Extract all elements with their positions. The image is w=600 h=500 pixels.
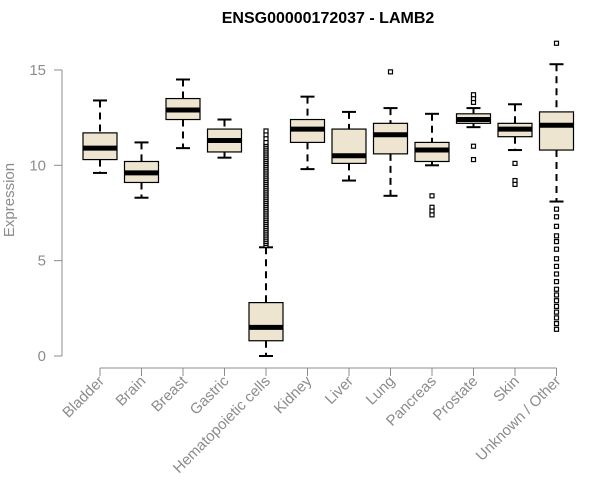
outlier-point: [553, 256, 560, 262]
y-tick-label: 15: [29, 62, 46, 79]
outlier-point: [553, 223, 560, 229]
outlier-point: [553, 303, 560, 310]
outlier-point: [470, 156, 477, 163]
outlier-point: [553, 292, 560, 298]
outlier-point: [429, 212, 435, 218]
y-axis-label: Expression: [1, 163, 18, 237]
outlier-point: [553, 233, 560, 239]
outlier-point: [553, 263, 560, 269]
box-iqr: [372, 122, 409, 155]
box-group: [289, 95, 326, 171]
outlier-point: [512, 181, 518, 187]
outlier-point: [553, 214, 560, 220]
box-iqr: [248, 302, 284, 342]
box-group: [331, 110, 367, 182]
outlier-point: [429, 193, 435, 199]
y-tick-label: 0: [38, 348, 46, 365]
y-tick-label: 10: [29, 157, 46, 174]
x-tick-label: Liver: [322, 373, 357, 408]
y-tick-label: 5: [38, 253, 46, 270]
outlier-point: [553, 246, 560, 252]
chart-title: ENSG00000172037 - LAMB2: [222, 10, 435, 27]
x-tick-label: Brain: [113, 373, 150, 410]
outlier-point: [263, 128, 269, 134]
box-group: [372, 69, 409, 197]
x-tick-label: Kidney: [271, 372, 316, 417]
outlier-point: [553, 279, 560, 285]
box-group: [248, 128, 284, 357]
outlier-point: [553, 286, 560, 292]
box-group: [497, 103, 533, 187]
box-group: [82, 99, 118, 174]
outlier-point: [553, 238, 560, 245]
outlier-point: [470, 143, 477, 149]
box-group: [123, 141, 160, 199]
outlier-point: [553, 309, 560, 315]
box-group: [538, 40, 575, 332]
outlier-point: [553, 298, 560, 304]
outlier-point: [470, 92, 477, 98]
box-iqr: [538, 111, 575, 151]
outlier-point: [553, 315, 560, 321]
y-axis: 0 5 10 15: [29, 62, 63, 365]
box-group: [206, 118, 243, 159]
x-tick-label: Prostate: [430, 373, 482, 425]
box-group: [165, 78, 201, 150]
x-tick-label: Breast: [148, 372, 191, 415]
outlier-point: [553, 206, 560, 212]
x-tick-label: Bladder: [59, 373, 108, 422]
outlier-point: [387, 69, 394, 75]
box-group: [414, 112, 450, 218]
x-tick-label: Skin: [490, 373, 523, 406]
box-group: [455, 92, 492, 163]
outlier-point: [553, 40, 560, 46]
outlier-point: [553, 326, 560, 332]
x-tick-label: Lung: [363, 373, 399, 409]
plot-area: [82, 40, 575, 357]
outlier-point: [512, 160, 518, 166]
outlier-point: [553, 271, 560, 277]
outlier-point: [553, 320, 560, 327]
